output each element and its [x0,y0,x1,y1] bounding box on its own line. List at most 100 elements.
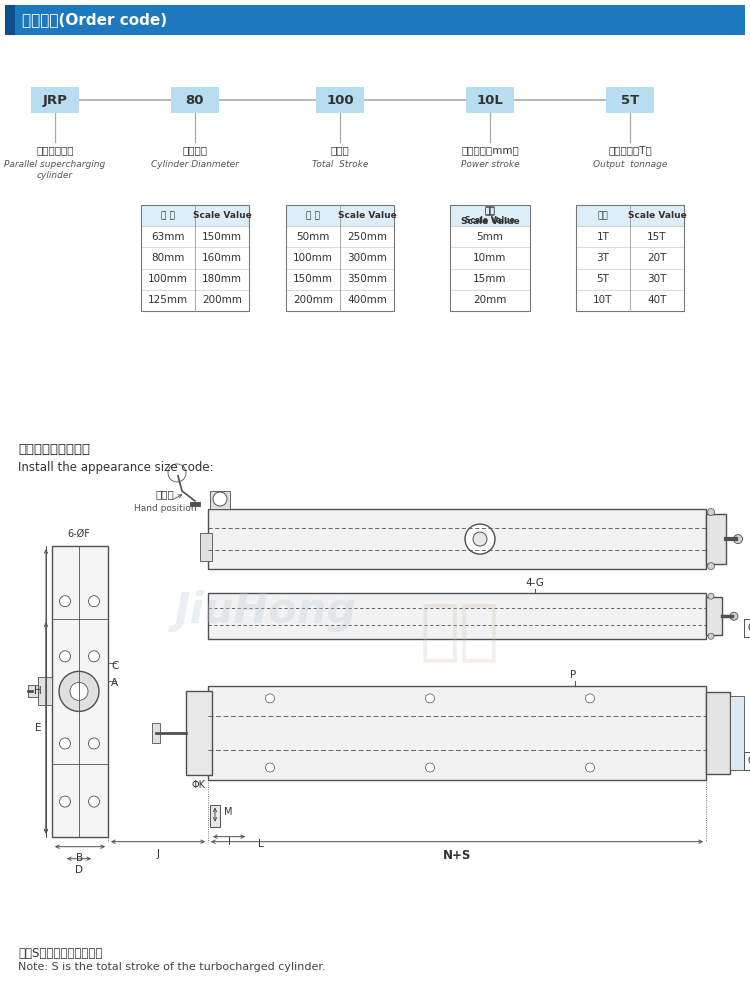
Text: 40T: 40T [647,296,667,305]
Text: 5T: 5T [621,94,639,106]
Bar [744,619,750,637]
Bar [186,691,212,775]
Text: 100mm: 100mm [293,254,333,263]
Bar [706,514,726,564]
Text: Total  Stroke: Total Stroke [312,160,368,169]
Bar [286,290,394,311]
Bar [141,205,249,311]
Bar [466,87,514,113]
Bar [286,205,394,226]
Text: 安装外观尺寸代码：: 安装外观尺寸代码： [18,443,90,456]
Circle shape [425,764,434,772]
Bar [706,597,722,635]
Text: Install the appearance size code:: Install the appearance size code: [18,461,214,474]
Text: 50mm: 50mm [296,232,330,241]
Circle shape [59,671,99,711]
Text: 10T: 10T [593,296,613,305]
Bar [706,692,730,774]
Circle shape [88,595,100,607]
Text: 80mm: 80mm [152,254,184,263]
Bar [286,269,394,290]
Text: 20T: 20T [647,254,667,263]
Bar [208,593,706,639]
Text: 180mm: 180mm [202,275,242,284]
Text: J: J [157,849,160,859]
Text: JiuHong: JiuHong [175,590,357,632]
Bar [210,491,230,509]
Text: 5T: 5T [596,275,610,284]
Bar [286,205,394,311]
Text: 15T: 15T [647,232,667,241]
Text: E: E [34,723,41,732]
Circle shape [586,764,595,772]
Text: 63mm: 63mm [152,232,184,241]
Text: 1T: 1T [596,232,610,241]
Bar [152,723,160,743]
Text: 350mm: 350mm [347,275,387,284]
Circle shape [266,764,274,772]
Text: L: L [258,839,264,849]
Text: 125mm: 125mm [148,296,188,305]
Circle shape [213,492,227,506]
Bar [450,205,530,226]
Circle shape [88,651,100,662]
Text: JRP: JRP [43,94,68,106]
Circle shape [708,593,714,599]
Text: Scale Value: Scale Value [193,211,251,220]
Text: Output  tonnage: Output tonnage [592,160,668,169]
Text: Power stroke: Power stroke [460,160,519,169]
Circle shape [266,693,274,703]
Bar [141,226,249,247]
Bar [576,205,684,311]
Bar [576,205,684,226]
Bar [141,205,249,226]
Text: 200mm: 200mm [202,296,242,305]
Circle shape [730,612,738,620]
Text: 标值: 标值 [484,207,495,216]
Bar [141,247,249,269]
Text: N+S: N+S [442,849,471,862]
Text: 10mm: 10mm [473,254,507,263]
Bar [450,226,530,247]
Text: 5mm: 5mm [476,232,503,241]
Text: A: A [111,678,118,688]
Bar [5,5,15,35]
Text: 6-ØF: 6-ØF [68,529,91,539]
Bar [28,685,38,697]
Circle shape [70,682,88,700]
Text: O: O [747,756,750,766]
Text: Scale Value: Scale Value [465,216,515,225]
Text: 标值: 标值 [598,211,608,220]
Text: 160mm: 160mm [202,254,242,263]
Bar [286,226,394,247]
Text: 150mm: 150mm [293,275,333,284]
Bar [730,696,744,770]
Circle shape [88,737,100,749]
Text: M: M [224,807,232,817]
Text: I: I [227,837,230,847]
Bar [576,226,684,247]
Text: Q: Q [747,623,750,633]
Circle shape [473,532,487,546]
Bar [38,677,52,705]
Text: 100mm: 100mm [148,275,188,284]
Text: 标值
Scale Value: 标值 Scale Value [460,206,519,225]
Bar [450,290,530,311]
Text: 200mm: 200mm [293,296,333,305]
Text: 功容: 功容 [420,598,500,664]
Bar [576,269,684,290]
Bar [200,533,212,561]
Circle shape [708,633,714,639]
Text: 250mm: 250mm [347,232,387,241]
Circle shape [168,464,186,482]
Text: 注：S为增压缸的总行程。: 注：S为增压缸的总行程。 [18,947,102,960]
Bar [744,752,750,770]
Bar [316,87,364,113]
Bar [210,805,220,827]
Bar [450,247,530,269]
Bar [52,546,108,837]
Text: C: C [111,661,118,671]
Text: Cylinder Dianmeter: Cylinder Dianmeter [151,160,239,169]
Circle shape [465,524,495,554]
Bar [450,269,530,290]
